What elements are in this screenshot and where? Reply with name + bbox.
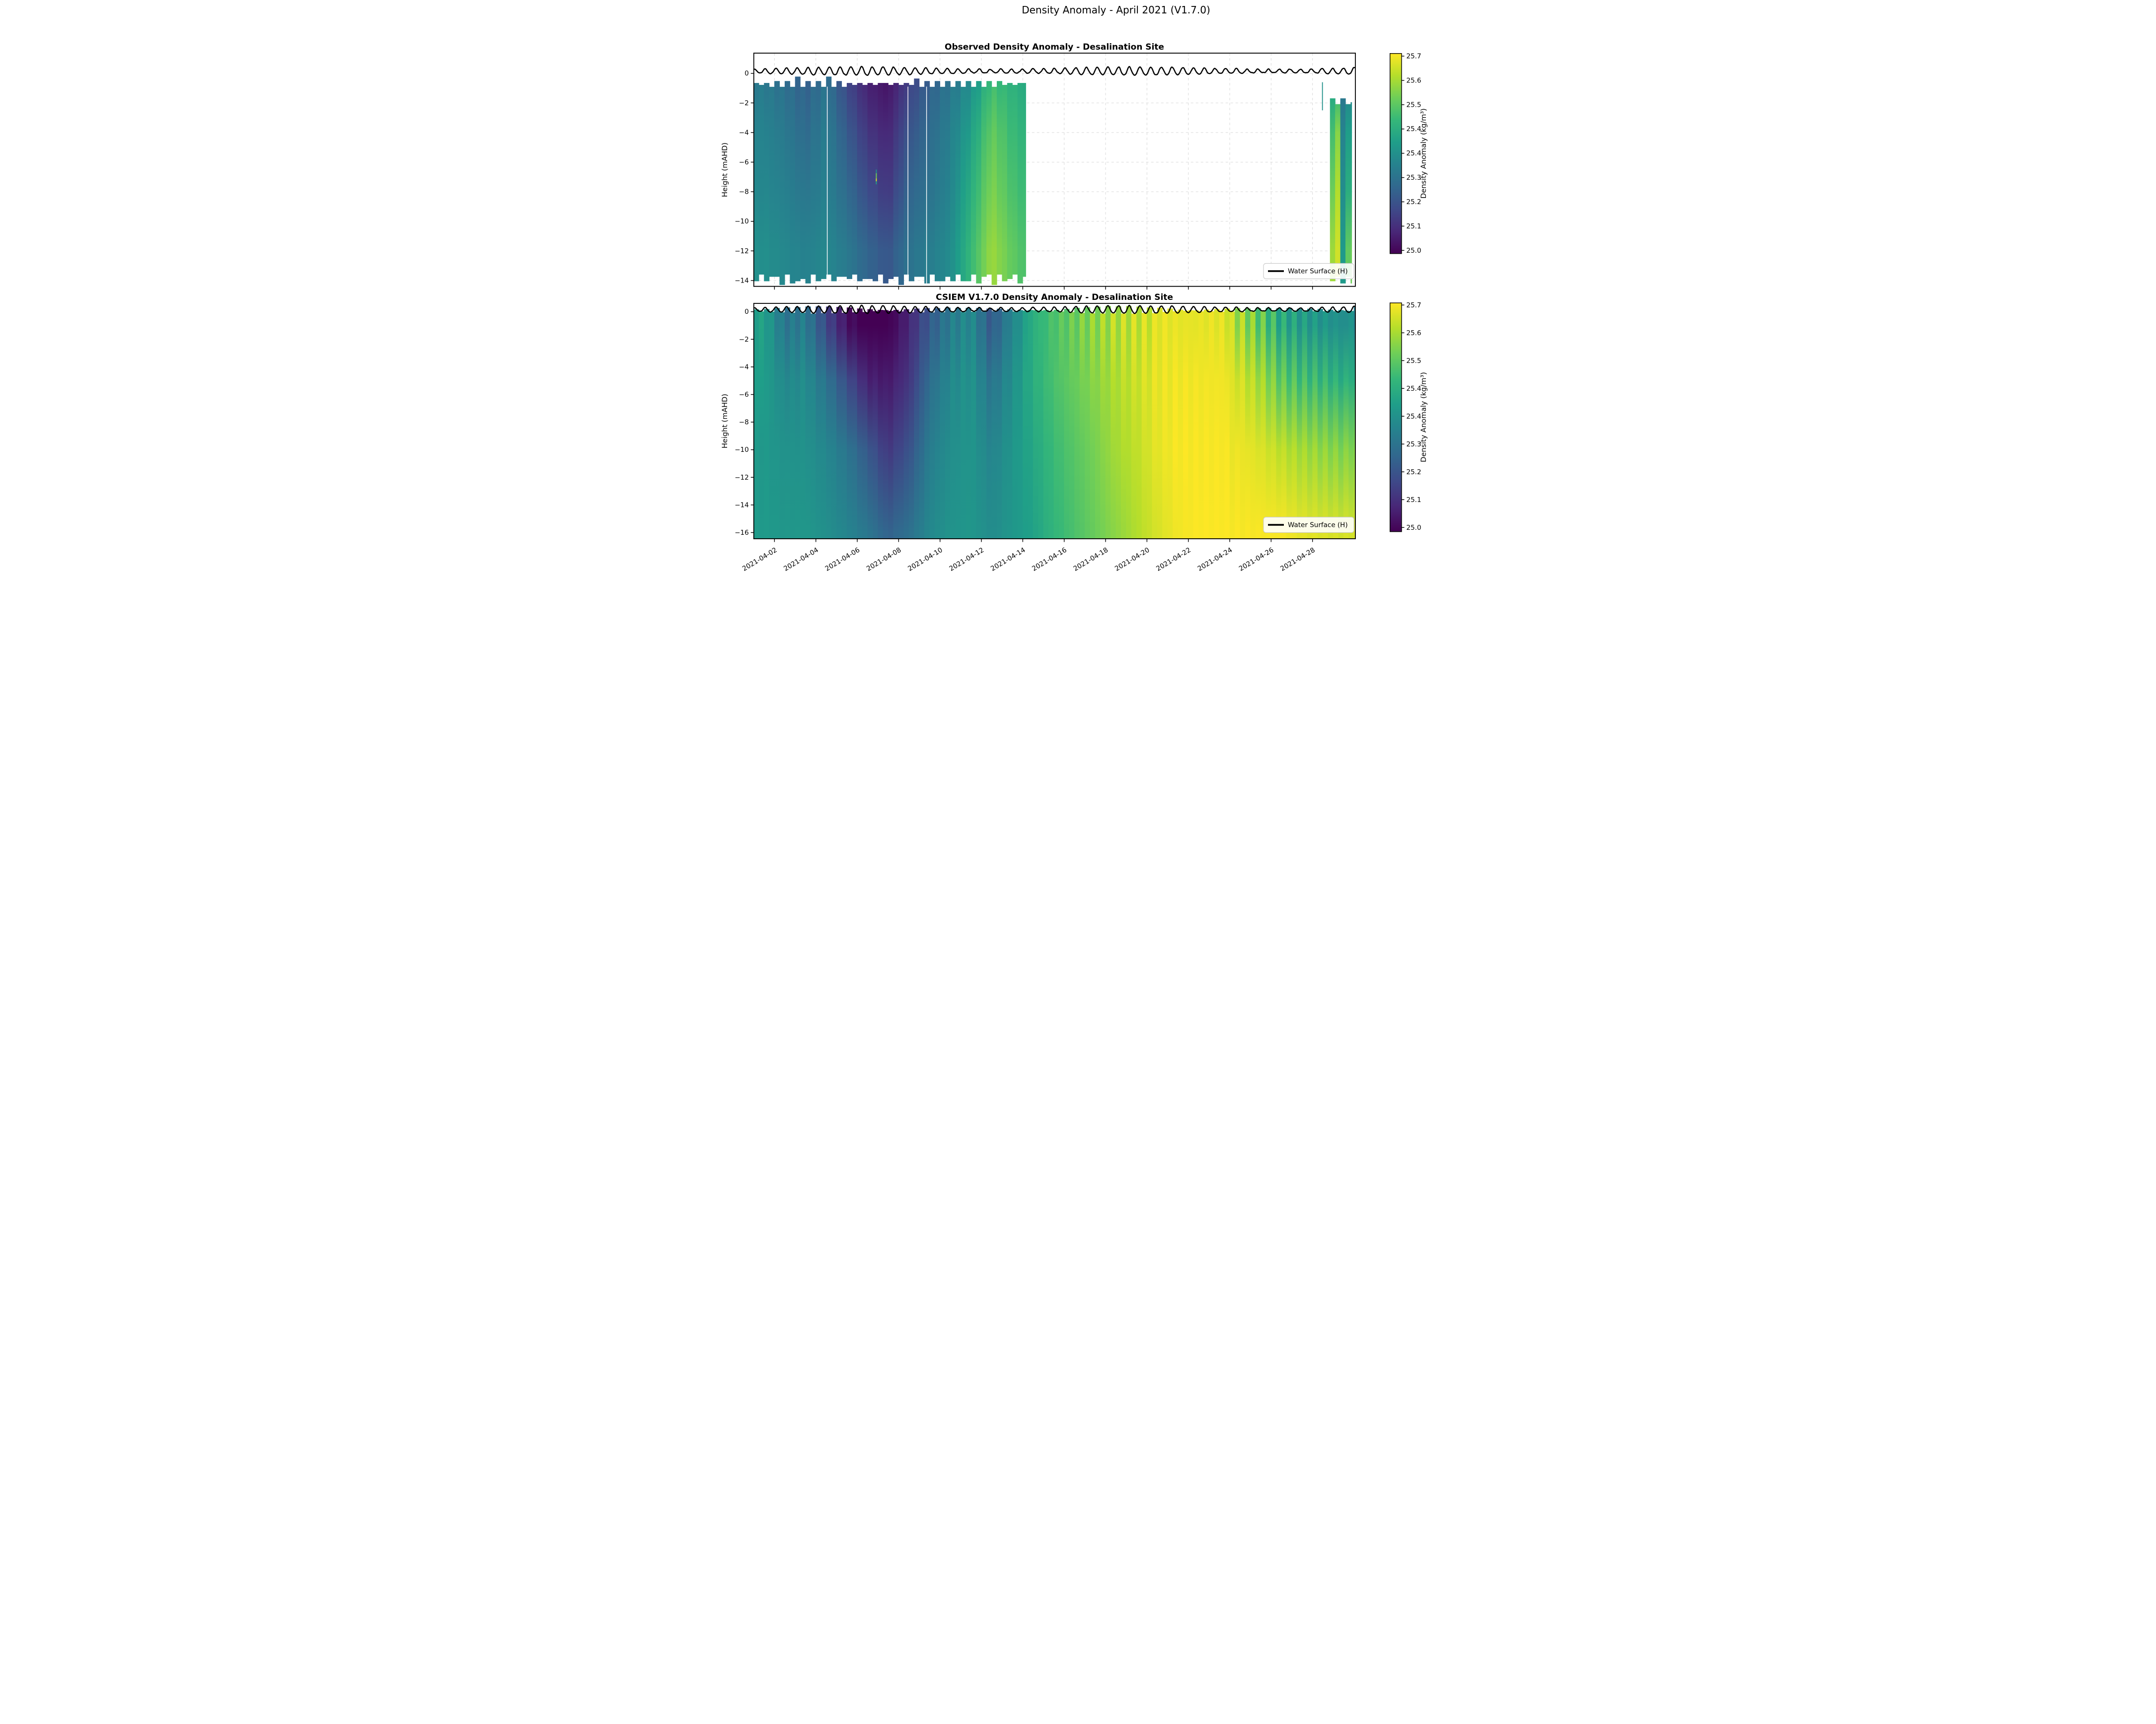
x-tick-label: 2021-04-20 [1114,546,1151,573]
observed-colorbar-label: Density Anomaly (kg/m³) [1420,108,1428,199]
model-heatmap [753,306,1356,539]
y-tick-label: −12 [735,247,749,255]
colorbar-tick-label: 25.2 [1407,468,1421,476]
panel-border [753,53,1356,287]
observed-panel-title: Observed Density Anomaly - Desalination … [945,42,1164,52]
x-axis-0 [774,286,1313,290]
y-tick-label: −8 [739,419,749,427]
chart-canvas: 0 −2 −4 −6 −8 −10 −12 −14 0 −2 −4 −6 −8 −10 −12 −14 −16 2… [719,0,1437,575]
x-tick-label: 2021-04-26 [1238,546,1275,573]
colorbar-tick-label: 25.4 [1407,149,1421,157]
y-tick-label: −2 [739,99,749,107]
colorbar-tick-label: 25.3 [1407,440,1421,448]
water-surface-line [753,66,1355,76]
y-tick-label: 0 [744,70,749,77]
model-colorbar-label: Density Anomaly (kg/m³) [1420,372,1428,462]
legend-box [1263,263,1354,280]
model-legend-label: Water Surface (H) [1288,521,1348,529]
anomaly-dash [876,178,877,182]
y-tick-label: −12 [735,474,749,482]
model-panel-title: CSIEM V1.7.0 Density Anomaly - Desalinat… [936,292,1173,302]
y-tick-label: −10 [735,217,749,225]
y-tick-label: −6 [739,391,749,399]
observed-y-axis-label: Height (mAHD) [721,143,729,197]
colorbar-tick-label: 25.6 [1407,76,1421,84]
x-tick-label: 2021-04-24 [1196,546,1234,573]
anomaly-dash [876,181,877,185]
data-gap-slit [926,86,927,284]
x-tick-label: 2021-04-06 [824,546,862,573]
data-gap-slit [907,86,908,284]
observed-panel-layer [753,53,1356,287]
model-panel-layer [753,303,1356,539]
colorbar-tick-label: 25.5 [1407,101,1421,109]
x-tick-label: 2021-04-02 [741,546,779,573]
panel-border [753,303,1356,539]
model-legend: Water Surface (H) [1263,516,1354,533]
x-tick-label: 2021-04-22 [1155,546,1192,573]
y-tick-label: −6 [739,158,749,166]
x-tick-label: 2021-04-28 [1279,546,1317,573]
x-tick-label: 2021-04-14 [989,546,1027,573]
density-anomaly-figure: 0 −2 −4 −6 −8 −10 −12 −14 0 −2 −4 −6 −8 −10 −12 −14 −16 2… [719,0,1437,575]
colorbar-tick-label: 25.1 [1407,496,1421,504]
x-tick-label: 2021-04-12 [948,546,986,573]
colorbar-layer: 25.725.625.525.425.425.325.225.125.025.7… [1389,53,1421,532]
y-axis-1: 0 −2 −4 −6 −8 −10 −12 −14 −16 [735,308,754,537]
x-tick-label: 2021-04-18 [1072,546,1110,573]
x-tick-label: 2021-04-08 [865,546,903,573]
colorbar-tick-label: 25.4 [1407,385,1421,393]
x-tick-label: 2021-04-16 [1031,546,1068,573]
colorbar-tick-label: 25.6 [1407,329,1421,337]
y-axis-0: 0 −2 −4 −6 −8 −10 −12 −14 [735,70,754,285]
y-tick-label: 0 [744,308,749,316]
observed-legend: Water Surface (H) [1263,263,1354,280]
colorbar-tick-label: 25.5 [1407,357,1421,365]
text-overlay: Density Anomaly - April 2021 (V1.7.0) Ob… [721,4,1428,533]
colorbar-tick-label: 25.3 [1407,174,1421,182]
colorbar-tick-label: 25.4 [1407,413,1421,421]
observed-legend-label: Water Surface (H) [1288,268,1348,276]
colorbar-tick-label: 25.0 [1407,247,1421,255]
colorbar-0: 25.7 25.6 25.5 25.4 25.4 25.3 25.2 25.1 25.0 [1389,53,1421,255]
y-tick-label: −2 [739,336,749,344]
y-tick-label: −4 [739,363,749,371]
y-tick-label: −4 [739,129,749,137]
observed-heatmap [753,76,1352,285]
anomaly-dash [876,173,877,179]
y-tick-label: −14 [735,277,749,285]
model-y-axis-label: Height (mAHD) [721,394,729,448]
colorbar-tick-label: 25.2 [1407,198,1421,206]
y-tick-label: −14 [735,501,749,509]
x-axis-1: 2021-04-02 2021-04-04 2021-04-06 2021-04-08… [741,539,1317,573]
observed-spike [1322,82,1323,111]
colorbar-1: 25.7 25.6 25.5 25.4 25.4 25.3 25.2 25.1 25.0 [1389,301,1421,532]
x-tick-label: 2021-04-10 [906,546,944,573]
legend-box [1263,516,1354,533]
anomaly-dash [876,169,877,173]
figure-title: Density Anomaly - April 2021 (V1.7.0) [1022,4,1210,16]
colorbar-tick-label: 25.1 [1407,222,1421,230]
colorbar-tick-label: 25.7 [1407,53,1421,61]
y-tick-label: −10 [735,446,749,454]
y-tick-label: −8 [739,188,749,196]
panel-data-0 [753,53,1355,287]
x-tick-label: 2021-04-04 [782,546,820,573]
colorbar-tick-label: 25.4 [1407,125,1421,133]
colorbar-tick-label: 25.0 [1407,524,1421,532]
panel-data-1 [753,303,1356,539]
colorbar-tick-label: 25.7 [1407,301,1421,309]
water-surface-line [753,304,1355,314]
y-tick-label: −16 [735,529,749,537]
